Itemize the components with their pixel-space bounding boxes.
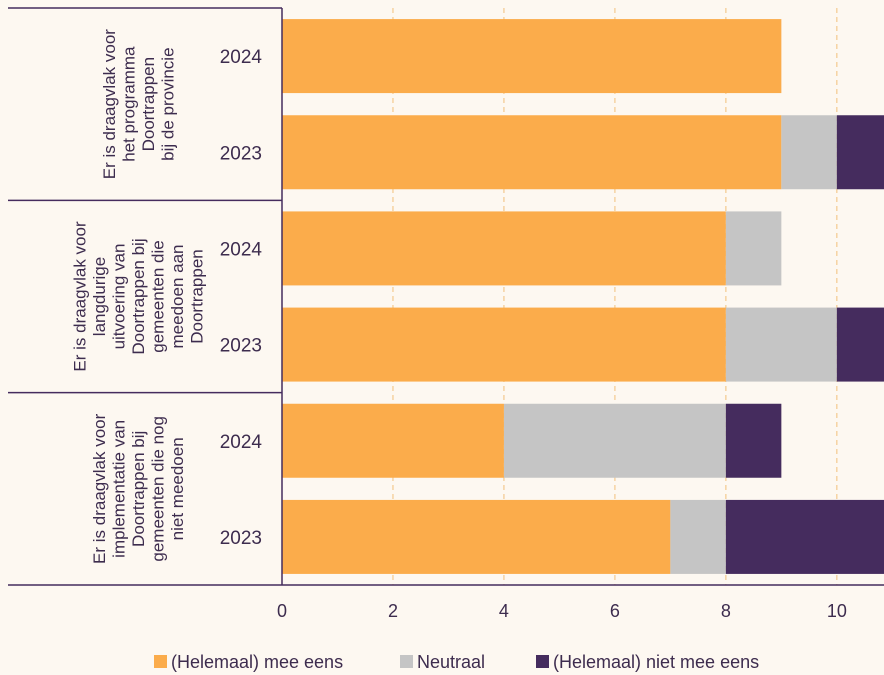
bars bbox=[282, 19, 884, 574]
year-label: 2024 bbox=[220, 239, 263, 260]
bar-g1-2023-neutraal bbox=[725, 307, 837, 382]
bar-g1-2023-mee_eens bbox=[282, 307, 726, 382]
legend-swatch-niet_mee_eens bbox=[536, 655, 549, 668]
bar-g0-2023-neutraal bbox=[781, 115, 837, 190]
bar-g2-2024-mee_eens bbox=[282, 403, 504, 478]
group-label-line: Doortrappen bij bbox=[129, 238, 148, 354]
group-label: Er is draagvlak voorhet programmaDoortra… bbox=[100, 29, 178, 180]
group-label-line: bij de provincie bbox=[158, 47, 177, 160]
legend-label-niet_mee_eens: (Helemaal) niet mee eens bbox=[553, 652, 759, 672]
year-label: 2023 bbox=[220, 528, 262, 549]
group-label-line: Er is draagvlak voor bbox=[90, 413, 109, 564]
year-label: 2024 bbox=[220, 47, 263, 68]
legend: (Helemaal) mee eens Neutraal (Helemaal) ni… bbox=[154, 652, 759, 672]
group-label-line: uitvoering van bbox=[110, 244, 129, 350]
legend-label-mee_eens: (Helemaal) mee eens bbox=[171, 652, 343, 672]
x-tick-label: 4 bbox=[499, 601, 509, 621]
legend-swatch-mee_eens bbox=[154, 655, 167, 668]
group-label-line: Doortrappen bbox=[139, 57, 158, 152]
group-label-line: Er is draagvlak voor bbox=[100, 29, 119, 180]
bar-g2-2024-neutraal bbox=[503, 403, 726, 478]
bar-g0-2024-mee_eens bbox=[282, 19, 782, 94]
group-label-line: niet meedoen bbox=[168, 437, 187, 540]
year-label: 2023 bbox=[220, 336, 262, 357]
x-tick-label: 2 bbox=[388, 601, 398, 621]
group-label: Er is draagvlak voorimplementatie vanDoo… bbox=[90, 413, 187, 564]
group-label: Er is draagvlak voorlangdurigeuitvoering… bbox=[71, 221, 207, 372]
bar-g0-2023-niet_mee_eens bbox=[836, 115, 884, 190]
x-tick-label: 6 bbox=[610, 601, 620, 621]
group-label-line: Er is draagvlak voor bbox=[71, 221, 90, 372]
bar-g1-2023-niet_mee_eens bbox=[836, 307, 884, 382]
group-label-line: het programma bbox=[119, 46, 138, 162]
year-label: 2023 bbox=[220, 143, 262, 164]
group-label-line: meedoen aan bbox=[168, 245, 187, 349]
bar-g2-2023-niet_mee_eens bbox=[725, 499, 884, 574]
group-label-line: gemeenten die nog bbox=[149, 416, 168, 562]
grid-lines bbox=[392, 8, 838, 585]
group-label-line: Doortrappen bbox=[188, 249, 207, 344]
x-tick-label: 8 bbox=[721, 601, 731, 621]
bar-g1-2024-mee_eens bbox=[282, 211, 726, 286]
category-frame bbox=[8, 7, 884, 586]
group-label-line: implementatie van bbox=[110, 420, 129, 558]
year-label: 2024 bbox=[220, 432, 263, 453]
bar-g1-2024-neutraal bbox=[725, 211, 782, 286]
legend-label-neutraal: Neutraal bbox=[417, 652, 485, 672]
bar-g2-2023-neutraal bbox=[670, 499, 726, 574]
bar-g2-2024-niet_mee_eens bbox=[725, 403, 782, 478]
x-tick-label: 10 bbox=[827, 601, 847, 621]
bar-g2-2023-mee_eens bbox=[282, 499, 671, 574]
group-label-line: Doortrappen bij bbox=[129, 431, 148, 547]
x-tick-label: 0 bbox=[277, 601, 287, 621]
legend-swatch-neutraal bbox=[400, 655, 413, 668]
x-axis-tick-labels: 0 2 4 6 8 10 bbox=[277, 601, 847, 621]
group-label-line: gemeenten die bbox=[149, 240, 168, 352]
bar-g0-2023-mee_eens bbox=[282, 115, 782, 190]
group-label-line: langdurige bbox=[90, 257, 109, 336]
